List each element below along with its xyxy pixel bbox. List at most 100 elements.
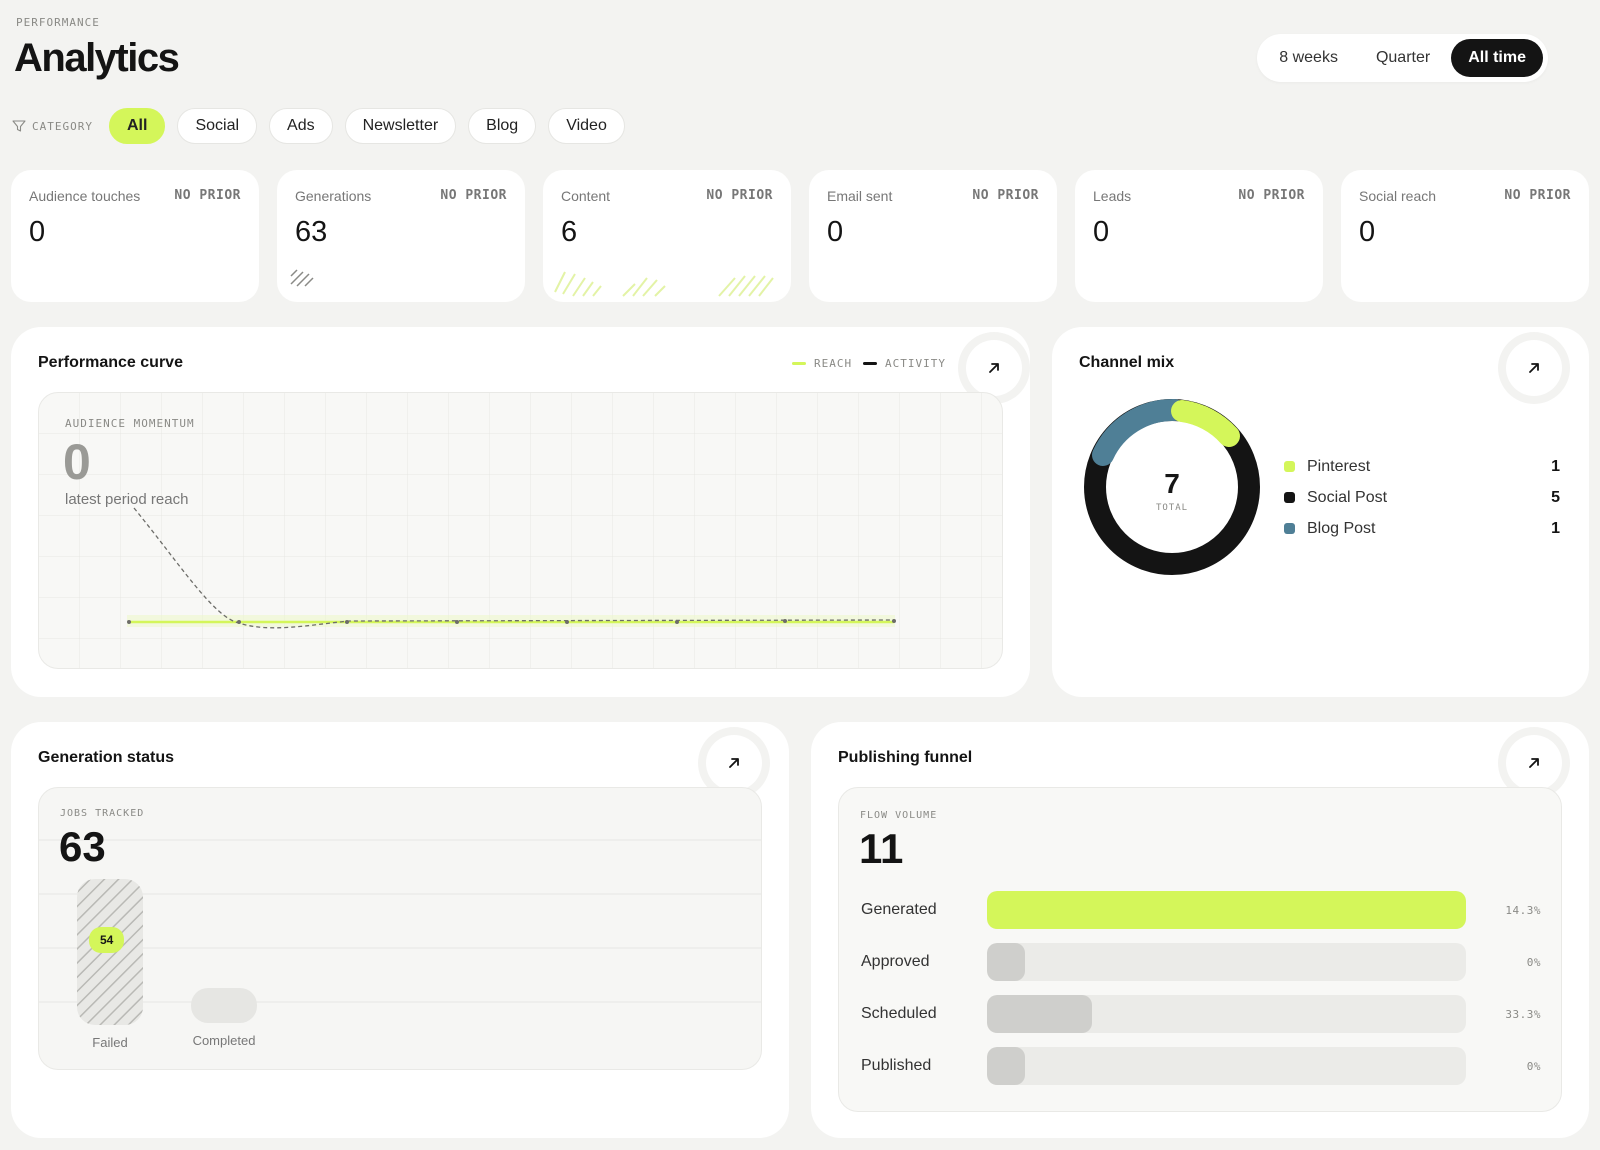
publishing-funnel-card: Publishing funnel FLOW VOLUME 11 Generat… [811, 722, 1589, 1138]
kpi-label: Email sent [827, 188, 893, 204]
legend-name: Social Post [1307, 488, 1388, 506]
kpi-label: Generations [295, 188, 372, 204]
legend-swatch [1284, 523, 1295, 534]
funnel-fill [987, 891, 1466, 929]
kpi-leads: Leads NO PRIOR 0 [1075, 170, 1323, 302]
chip-newsletter[interactable]: Newsletter [344, 108, 457, 144]
category-filter: CATEGORY All Social Ads Newsletter Blog … [12, 108, 625, 144]
kpi-label: Content [561, 188, 611, 204]
jobs-tracked-value: 63 [59, 823, 106, 870]
bar-label-failed: Failed [92, 1035, 128, 1050]
generation-chart-area: JOBS TRACKED 63 54 Failed Completed [38, 787, 762, 1070]
generation-status-card: Generation status JOBS TRACKED 63 54 Fai… [11, 722, 789, 1138]
category-label-text: CATEGORY [32, 119, 93, 133]
legend-activity: ACTIVITY [863, 357, 946, 370]
kpi-audience-touches: Audience touches NO PRIOR 0 [11, 170, 259, 302]
funnel-fill [987, 995, 1093, 1033]
kpi-label: Leads [1093, 188, 1132, 204]
legend-activity-swatch [863, 362, 877, 365]
funnel-track [987, 891, 1466, 929]
legend-count: 1 [1551, 519, 1560, 537]
channel-donut [1084, 398, 1260, 575]
kpi-generations: Generations NO PRIOR 63 [277, 170, 525, 302]
flow-volume-label: FLOW VOLUME [860, 810, 938, 821]
legend-reach: REACH [792, 357, 852, 370]
donut-total-label: TOTAL [1155, 503, 1189, 513]
kpi-value: 0 [827, 216, 844, 248]
kpi-prior: NO PRIOR [440, 188, 507, 203]
funnel-pct: 0% [1526, 1059, 1541, 1073]
legend-reach-label: REACH [814, 357, 853, 370]
page-title: Analytics [14, 36, 180, 80]
arrow-up-right-icon [989, 363, 999, 373]
expand-channel-mix-button[interactable] [1506, 340, 1562, 396]
kpi-prior: NO PRIOR [1238, 188, 1305, 203]
legend-item-blog-post: Blog Post 1 [1284, 513, 1560, 544]
data-point [675, 620, 679, 624]
generation-status-title: Generation status [38, 749, 175, 766]
publishing-funnel-title: Publishing funnel [838, 749, 973, 766]
failed-count-badge: 54 [89, 927, 125, 953]
kpi-sparkline-hatch [290, 269, 314, 287]
data-point [345, 620, 349, 624]
kpi-prior: NO PRIOR [972, 188, 1039, 203]
range-tab-quarter[interactable]: Quarter [1375, 49, 1431, 66]
data-point [237, 620, 241, 624]
audience-momentum-value: 0 [63, 434, 91, 490]
chip-blog[interactable]: Blog [468, 108, 537, 144]
kpi-value: 0 [1359, 216, 1376, 248]
legend-name: Pinterest [1307, 457, 1371, 475]
kpi-prior: NO PRIOR [706, 188, 773, 203]
chip-all[interactable]: All [108, 108, 166, 144]
funnel-fill [987, 943, 1025, 981]
legend-name: Blog Post [1307, 519, 1376, 537]
kpi-content: Content NO PRIOR 6 [543, 170, 791, 302]
data-point [783, 619, 787, 623]
kpi-row: Audience touches NO PRIOR 0 Generations … [11, 170, 1589, 302]
legend-swatch [1284, 461, 1295, 472]
kpi-value: 63 [295, 216, 328, 248]
legend-item-social-post: Social Post 5 [1284, 482, 1560, 513]
legend-count: 1 [1551, 457, 1560, 475]
funnel-fill [987, 1047, 1025, 1085]
bar-label-completed: Completed [192, 1033, 256, 1048]
funnel-pct: 33.3% [1505, 1007, 1541, 1021]
chip-social[interactable]: Social [177, 108, 258, 144]
kpi-value: 0 [29, 216, 46, 248]
kpi-sparkline-hatch [554, 271, 774, 297]
funnel-track [987, 995, 1466, 1033]
performance-chart-area: AUDIENCE MOMENTUM 0 latest period reach [38, 392, 1003, 669]
funnel-track [987, 1047, 1466, 1085]
range-tab-8-weeks[interactable]: 8 weeks [1279, 49, 1338, 66]
kpi-prior: NO PRIOR [174, 188, 241, 203]
range-tab-all-time[interactable]: All time [1451, 39, 1543, 77]
expand-funnel-button[interactable] [1506, 735, 1562, 791]
funnel-pct: 14.3% [1505, 903, 1541, 917]
chip-video[interactable]: Video [548, 108, 625, 144]
kpi-value: 6 [561, 216, 578, 248]
chip-ads[interactable]: Ads [269, 108, 333, 144]
audience-momentum-caption: latest period reach [65, 491, 189, 508]
legend-item-pinterest: Pinterest 1 [1284, 451, 1560, 482]
kpi-prior: NO PRIOR [1504, 188, 1571, 203]
funnel-row-published: Published 0% [861, 1047, 1541, 1085]
performance-chart [39, 393, 1002, 668]
data-point [455, 620, 459, 624]
arrow-up-right-icon [1529, 363, 1539, 373]
flow-volume-value: 11 [859, 825, 904, 872]
funnel-label: Approved [861, 953, 930, 970]
data-point [565, 620, 569, 624]
channel-legend: Pinterest 1 Social Post 5 Blog Post 1 [1284, 451, 1560, 544]
legend-activity-label: ACTIVITY [885, 357, 946, 370]
kpi-label: Audience touches [29, 188, 141, 204]
expand-performance-button[interactable] [966, 340, 1022, 396]
expand-generation-button[interactable] [706, 735, 762, 791]
funnel-label: Generated [861, 901, 937, 918]
data-point [127, 620, 131, 624]
funnel-row-generated: Generated 14.3% [861, 891, 1541, 929]
funnel-row-scheduled: Scheduled 33.3% [861, 995, 1541, 1033]
time-range-selector: 8 weeks Quarter All time [1257, 34, 1548, 82]
legend-reach-swatch [792, 362, 806, 365]
kpi-value: 0 [1093, 216, 1110, 248]
channel-mix-card: Channel mix 7 TOTAL Pinterest 1 Social P… [1052, 327, 1589, 697]
